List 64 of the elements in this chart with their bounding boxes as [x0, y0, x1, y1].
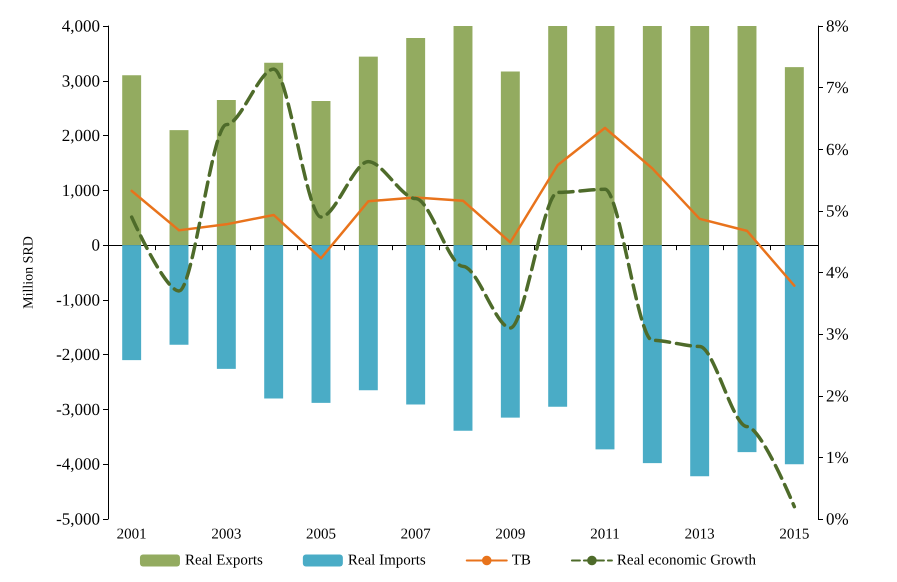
- y-tick-label: 4,000: [62, 16, 100, 36]
- legend-label: Real economic Growth: [616, 552, 757, 568]
- y-tick-label: 2,000: [62, 126, 100, 146]
- bar: [264, 245, 284, 398]
- bar: [690, 245, 710, 476]
- bar: [122, 245, 142, 360]
- bar: [312, 101, 330, 246]
- y-axis-title: Million SRD: [22, 236, 36, 309]
- bar: [642, 26, 662, 246]
- y-tick-label: -4,000: [56, 454, 100, 474]
- y-tick-label: 3,000: [62, 71, 100, 90]
- bar: [548, 26, 568, 246]
- y-tick-label: 1,000: [62, 180, 100, 200]
- y-tick-label: -1,000: [56, 290, 100, 310]
- y2-tick-label: 6%: [826, 140, 849, 159]
- bar: [548, 245, 568, 407]
- bar: [312, 245, 330, 403]
- legend-label: Real Imports: [348, 552, 426, 568]
- bar: [454, 245, 472, 431]
- bar: [500, 245, 520, 418]
- y2-tick-label: 2%: [826, 386, 849, 406]
- bar: [642, 245, 662, 464]
- bar: [596, 26, 614, 246]
- bar: [596, 245, 614, 450]
- x-tick-label: 2015: [779, 526, 810, 542]
- bar: [170, 245, 188, 345]
- bar: [690, 26, 710, 246]
- y2-tick-label: 5%: [826, 201, 849, 220]
- y2-tick-label: 4%: [826, 263, 849, 282]
- y-tick-label: 0: [92, 236, 100, 255]
- line-series: [130, 126, 796, 287]
- bar: [170, 130, 188, 246]
- x-tick-label: 2013: [684, 526, 715, 542]
- bar: [406, 38, 426, 246]
- y2-tick-label: 0%: [826, 510, 849, 528]
- bar: [358, 56, 378, 246]
- y2-tick-label: 8%: [826, 16, 849, 36]
- x-tick-label: 2003: [211, 526, 242, 542]
- y-tick-label: -2,000: [56, 345, 100, 364]
- legend-label: TB: [512, 552, 531, 568]
- bar: [784, 245, 804, 464]
- bar: [738, 26, 756, 246]
- x-tick-label: 2009: [495, 526, 526, 542]
- x-tick-label: 2001: [116, 526, 147, 542]
- bar: [358, 245, 378, 390]
- y2-tick-label: 3%: [826, 324, 849, 344]
- y-tick-label: -3,000: [56, 400, 100, 419]
- bar: [216, 100, 236, 246]
- y-tick-label: -5,000: [56, 510, 100, 528]
- bar: [122, 75, 142, 246]
- y2-tick-label: 7%: [826, 78, 849, 98]
- x-tick-label: 2005: [306, 526, 336, 542]
- x-tick-label: 2007: [400, 526, 432, 542]
- legend-label: Real Exports: [184, 552, 264, 568]
- bar: [454, 26, 472, 246]
- y2-tick-label: 1%: [826, 448, 849, 467]
- bar: [216, 245, 236, 369]
- bar: [406, 245, 426, 405]
- x-tick-label: 2011: [590, 526, 620, 542]
- line-series: [130, 67, 796, 508]
- bar: [500, 71, 520, 246]
- bar: [784, 67, 804, 246]
- bar: [738, 245, 756, 452]
- bar: [264, 62, 284, 246]
